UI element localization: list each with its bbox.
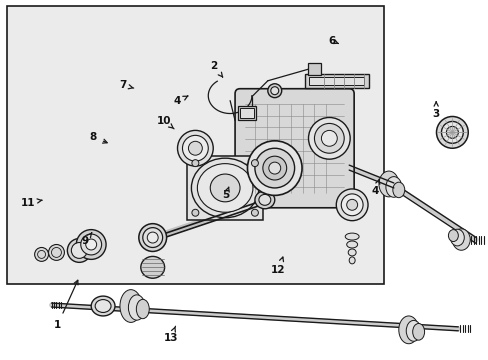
Ellipse shape [436, 117, 468, 148]
FancyBboxPatch shape [235, 89, 353, 208]
Ellipse shape [247, 141, 302, 195]
Text: 7: 7 [119, 80, 133, 90]
Ellipse shape [136, 299, 149, 319]
Ellipse shape [308, 117, 349, 159]
Ellipse shape [120, 290, 142, 323]
Ellipse shape [251, 159, 258, 167]
Ellipse shape [254, 191, 274, 209]
Ellipse shape [182, 135, 208, 161]
Text: 10: 10 [157, 116, 174, 129]
Text: 4: 4 [371, 179, 379, 196]
Ellipse shape [270, 87, 278, 95]
Ellipse shape [447, 230, 457, 242]
Ellipse shape [412, 324, 424, 340]
Bar [187, 156, 263, 220]
Text: 8: 8 [89, 132, 107, 143]
Ellipse shape [346, 199, 357, 210]
Ellipse shape [35, 247, 48, 261]
Bar [238, 105, 255, 121]
Ellipse shape [177, 130, 213, 166]
Text: 5: 5 [222, 187, 229, 200]
Ellipse shape [385, 177, 401, 197]
Ellipse shape [210, 174, 240, 202]
Text: 13: 13 [163, 326, 178, 343]
Bar [240, 108, 253, 118]
Ellipse shape [254, 148, 294, 188]
Ellipse shape [392, 182, 404, 198]
Ellipse shape [346, 241, 357, 248]
Ellipse shape [142, 228, 163, 247]
Ellipse shape [263, 156, 286, 180]
Ellipse shape [321, 130, 337, 146]
Ellipse shape [268, 162, 280, 174]
Text: 12: 12 [271, 257, 285, 275]
Ellipse shape [347, 249, 355, 256]
Ellipse shape [76, 230, 106, 260]
Bar [304, 74, 368, 88]
Text: 4: 4 [174, 96, 187, 107]
Bar [309, 77, 364, 85]
Ellipse shape [336, 189, 367, 221]
Ellipse shape [128, 295, 145, 320]
Ellipse shape [267, 84, 281, 98]
Text: 2: 2 [209, 61, 222, 77]
Text: 3: 3 [432, 102, 439, 119]
Ellipse shape [398, 316, 418, 344]
Ellipse shape [48, 244, 64, 260]
Ellipse shape [406, 320, 420, 341]
Ellipse shape [71, 243, 87, 258]
Text: 11: 11 [20, 198, 42, 207]
Ellipse shape [314, 123, 344, 153]
Ellipse shape [446, 126, 457, 138]
Ellipse shape [258, 194, 270, 205]
Ellipse shape [345, 233, 358, 240]
Ellipse shape [81, 234, 102, 255]
Text: 1: 1 [54, 280, 78, 330]
Text: 6: 6 [327, 36, 338, 46]
Ellipse shape [95, 300, 111, 312]
Ellipse shape [348, 257, 354, 264]
Ellipse shape [191, 159, 199, 167]
Ellipse shape [139, 224, 166, 251]
Ellipse shape [67, 239, 91, 262]
Ellipse shape [85, 239, 97, 250]
Ellipse shape [188, 141, 202, 155]
Ellipse shape [378, 171, 398, 197]
Ellipse shape [449, 229, 463, 246]
Ellipse shape [451, 229, 469, 250]
Text: 9: 9 [81, 233, 92, 246]
Ellipse shape [341, 194, 362, 216]
Ellipse shape [197, 164, 252, 212]
Ellipse shape [147, 232, 158, 243]
Ellipse shape [141, 256, 164, 278]
Ellipse shape [91, 296, 115, 316]
Bar [307, 63, 321, 75]
Ellipse shape [251, 209, 258, 216]
Bar [7, 6, 383, 284]
Ellipse shape [191, 209, 199, 216]
Ellipse shape [441, 121, 462, 143]
